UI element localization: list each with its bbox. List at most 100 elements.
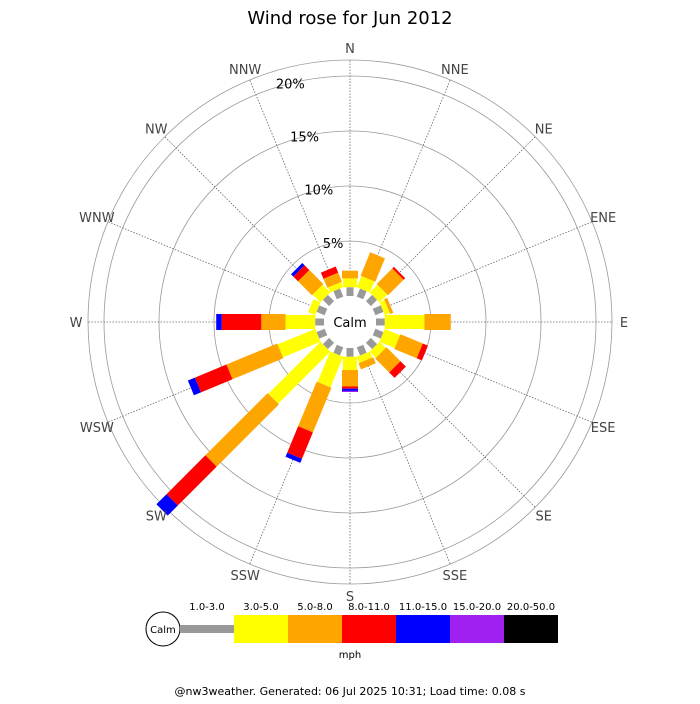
- percent-labels: 5% 10% 15% 20%: [276, 77, 343, 251]
- bar-ssw: [285, 344, 344, 463]
- segment-sw-2: [205, 393, 279, 467]
- dir-label-ne: NE: [535, 122, 553, 137]
- segment-ene-2: [384, 297, 394, 314]
- segment-sse-0: [356, 344, 367, 356]
- dir-label-wnw: WNW: [79, 211, 115, 226]
- segment-ese-2: [394, 334, 423, 359]
- segment-ne-0: [365, 294, 378, 307]
- bar-se: [365, 337, 406, 378]
- dir-label-nne: NNE: [441, 63, 469, 78]
- segment-ese-3: [416, 343, 428, 361]
- segment-ne-2: [376, 268, 404, 296]
- dir-label-e: E: [620, 316, 628, 331]
- segment-ese-0: [372, 328, 384, 339]
- segment-w-3: [221, 314, 262, 330]
- bar-s: [342, 348, 358, 392]
- percent-label: 5%: [323, 237, 344, 252]
- bar-wnw: [308, 299, 328, 316]
- dir-label-s: S: [346, 590, 354, 605]
- dir-label-sse: SSE: [442, 569, 467, 584]
- segment-w-1: [285, 315, 316, 329]
- legend: Calm 1.0-3.0 3.0-5.0 5.0-8.0 8.0-11.0 11.0-1…: [145, 602, 558, 661]
- segment-n-2: [342, 270, 358, 279]
- segment-se-2: [375, 347, 401, 373]
- segment-ssw-3: [287, 426, 313, 459]
- spoke-ene: [373, 221, 593, 313]
- segment-ne-1: [369, 284, 388, 303]
- segment-se-1: [369, 341, 386, 358]
- segment-ssw-2: [298, 381, 332, 433]
- dir-label-se: SE: [536, 510, 552, 525]
- segment-nw-2: [298, 270, 324, 296]
- bar-nne: [356, 252, 385, 300]
- legend-swatch: [396, 615, 450, 643]
- segment-wsw-3: [194, 364, 233, 393]
- legend-bin-label: 3.0-5.0: [243, 602, 278, 613]
- segment-s-2: [342, 370, 358, 387]
- dir-label-nnw: NNW: [229, 63, 261, 78]
- dir-label-sw: SW: [146, 510, 167, 525]
- spoke-nnw: [249, 79, 341, 299]
- segment-wsw-1: [277, 328, 321, 358]
- segment-se-3: [389, 361, 406, 378]
- percent-label: 10%: [304, 184, 333, 199]
- segment-w-0: [315, 318, 324, 326]
- legend-bin-label: 20.0-50.0: [507, 602, 555, 613]
- bar-n: [342, 270, 358, 296]
- segment-w-4: [216, 314, 222, 330]
- segment-n-1: [343, 278, 357, 288]
- segment-nne-2: [360, 252, 385, 282]
- bar-sw: [156, 337, 335, 516]
- segment-sw-4: [156, 494, 178, 516]
- segment-nw-3: [293, 265, 310, 282]
- segment-wnw-1: [308, 299, 321, 316]
- wind-bars: [156, 252, 451, 516]
- footer-text: @nw3weather. Generated: 06 Jul 2025 10:3…: [175, 685, 526, 698]
- segment-nne-1: [356, 276, 375, 293]
- segment-nne-0: [356, 288, 367, 300]
- percent-label: 20%: [276, 77, 305, 92]
- segment-ese-1: [379, 328, 401, 349]
- bar-wsw: [187, 328, 328, 396]
- segment-s-4: [342, 388, 358, 391]
- segment-nnw-1: [328, 282, 344, 293]
- outer-ring: [87, 59, 613, 585]
- bar-ese: [372, 328, 428, 361]
- bar-ne: [365, 266, 406, 307]
- bar-nnw: [320, 266, 344, 300]
- dir-label-ese: ESE: [591, 421, 616, 436]
- legend-unit: mph: [339, 650, 361, 661]
- segment-sw-1: [268, 341, 331, 404]
- segment-sse-2: [358, 357, 376, 370]
- legend-swatch: [342, 615, 396, 643]
- segment-e-0: [376, 318, 385, 326]
- percent-label: 15%: [290, 131, 319, 146]
- segment-wsw-2: [226, 343, 284, 380]
- dir-label-ene: ENE: [590, 211, 616, 226]
- segment-se-0: [365, 337, 378, 350]
- segment-ene-1: [379, 300, 390, 316]
- segment-nw-4: [291, 263, 305, 277]
- segment-s-3: [342, 386, 358, 389]
- dir-label-nw: NW: [145, 122, 168, 137]
- bar-sse: [356, 344, 376, 370]
- segment-s-5: [342, 390, 358, 392]
- dir-label-wsw: WSW: [80, 421, 114, 436]
- segment-wnw-0: [316, 305, 328, 316]
- segment-sw-0: [322, 337, 335, 350]
- segment-n-0: [346, 287, 354, 296]
- segment-ssw-1: [317, 351, 344, 388]
- bar-w: [216, 314, 324, 330]
- legend-swatch: [234, 615, 288, 643]
- spoke-wnw: [107, 221, 327, 313]
- legend-bin-label: 1.0-3.0: [189, 602, 224, 613]
- calm-label: Calm: [333, 316, 366, 331]
- legend-swatch: [504, 615, 558, 643]
- segment-nnw-3: [320, 266, 339, 279]
- legend-calm-label: Calm: [150, 625, 176, 636]
- segment-nnw-0: [333, 288, 344, 300]
- segment-s-0: [346, 348, 354, 357]
- segment-s-1: [343, 356, 357, 370]
- legend-bin-label: 11.0-15.0: [399, 602, 447, 613]
- chart-title: Wind rose for Jun 2012: [247, 8, 452, 29]
